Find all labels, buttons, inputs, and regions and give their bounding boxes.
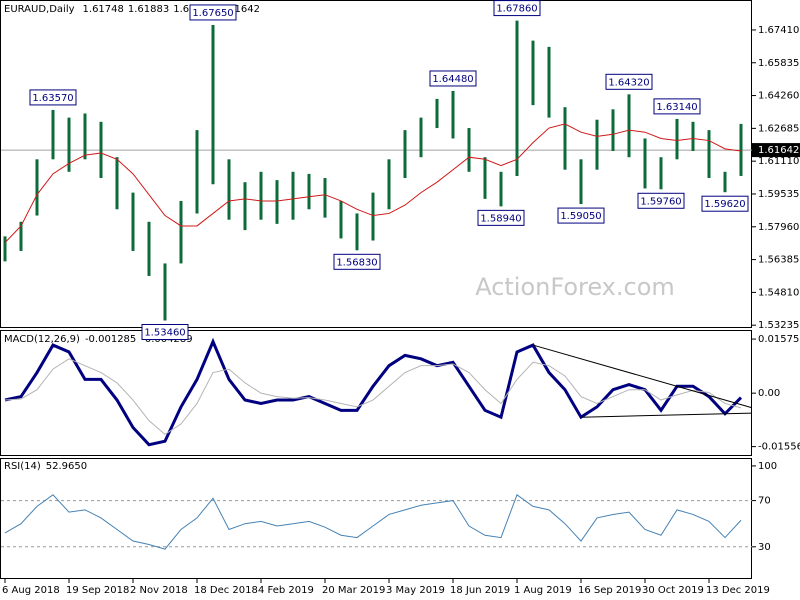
annotation-box (557, 207, 605, 224)
macd-value: -0.001285 (85, 334, 136, 345)
y-tick-label: 30 (758, 542, 771, 553)
annotation-label: 1.59050 (560, 211, 601, 222)
x-tick-label: 6 Aug 2018 (2, 585, 60, 596)
x-tick-label: 30 Oct 2019 (642, 585, 704, 596)
x-tick-label: 13 Dec 2019 (706, 585, 770, 596)
y-tick-label: 70 (758, 496, 771, 507)
close: 1.61642 (219, 4, 260, 15)
annotation-box (477, 209, 525, 226)
current-price-box (752, 143, 800, 158)
y-tick-label: 1.59535 (758, 189, 799, 200)
watermark: ActionForex.com (475, 273, 675, 301)
y-tick-label: 1.53235 (758, 320, 799, 331)
annotation-label: 1.64320 (608, 77, 649, 88)
y-tick-label: 1.57960 (758, 222, 799, 233)
annotation-label: 1.63570 (32, 93, 73, 104)
annotation-box (429, 70, 477, 87)
x-tick-label: 20 Mar 2019 (322, 585, 385, 596)
annotation-box (29, 89, 77, 106)
annotation-box (637, 192, 685, 209)
annotation-label: 1.53460 (144, 328, 185, 339)
annotation-box (493, 0, 541, 17)
annotation-box (333, 253, 381, 270)
x-tick-label: 2 Nov 2018 (130, 585, 188, 596)
high: 1.61883 (128, 4, 169, 15)
x-tick-label: 3 May 2019 (386, 585, 445, 596)
moving-average (4, 123, 742, 243)
open: 1.61748 (83, 4, 124, 15)
annotation-box (141, 324, 189, 341)
y-tick-label: -0.015568 (758, 442, 800, 453)
indicator-line (4, 494, 742, 550)
annotation-label: 1.59760 (640, 196, 681, 207)
y-tick-label: 0.00 (758, 388, 780, 399)
annotation-box (701, 195, 749, 212)
x-tick-label: 18 Jun 2019 (450, 585, 510, 596)
lower-trendline (580, 412, 753, 418)
rsi-panel (0, 458, 752, 579)
x-tick-label: 16 Sep 2019 (578, 585, 641, 596)
x-tick-label: 1 Aug 2019 (514, 585, 572, 596)
y-tick-label: 1.67410 (758, 25, 799, 36)
annotation-label: 1.58940 (480, 213, 521, 224)
price-panel (0, 0, 752, 328)
rsi-title: RSI(14) (4, 461, 41, 472)
x-tick-label: 19 Sep 2018 (66, 585, 129, 596)
annotation-box (653, 98, 701, 115)
y-tick-label: 0.01575 (758, 334, 799, 345)
y-tick-label: 1.64260 (758, 91, 799, 102)
x-tick-label: 4 Feb 2019 (258, 585, 314, 596)
current-price-label: 1.61642 (758, 145, 799, 156)
annotation-box (605, 73, 653, 90)
upper-trendline (532, 344, 753, 409)
annotation-label: 1.67650 (192, 8, 233, 19)
annotation-label: 1.64480 (432, 74, 473, 85)
y-tick-label: 1.62685 (758, 123, 799, 134)
macd-panel (0, 330, 752, 456)
y-tick-label: 1.54810 (758, 287, 799, 298)
annotation-label: 1.59620 (704, 199, 745, 210)
annotation-box (189, 4, 237, 21)
symbol-title: EURAUD,Daily (4, 4, 75, 15)
y-tick-label: 100 (758, 461, 777, 472)
y-tick-label: 1.56385 (758, 255, 799, 266)
macd-title: MACD(12,26,9) (4, 334, 80, 345)
annotation-label: 1.56830 (336, 257, 377, 268)
rsi-value: 52.9650 (46, 461, 87, 472)
y-tick-label: 1.61110 (758, 156, 799, 167)
indicator-line (4, 358, 742, 435)
x-tick-label: 18 Dec 2018 (194, 585, 258, 596)
indicator-line (4, 337, 743, 447)
rsi-header: RSI(14) 52.9650 (4, 461, 87, 472)
y-tick-label: 1.65835 (758, 58, 799, 69)
annotation-label: 1.67860 (496, 4, 537, 15)
annotation-label: 1.63140 (656, 102, 697, 113)
